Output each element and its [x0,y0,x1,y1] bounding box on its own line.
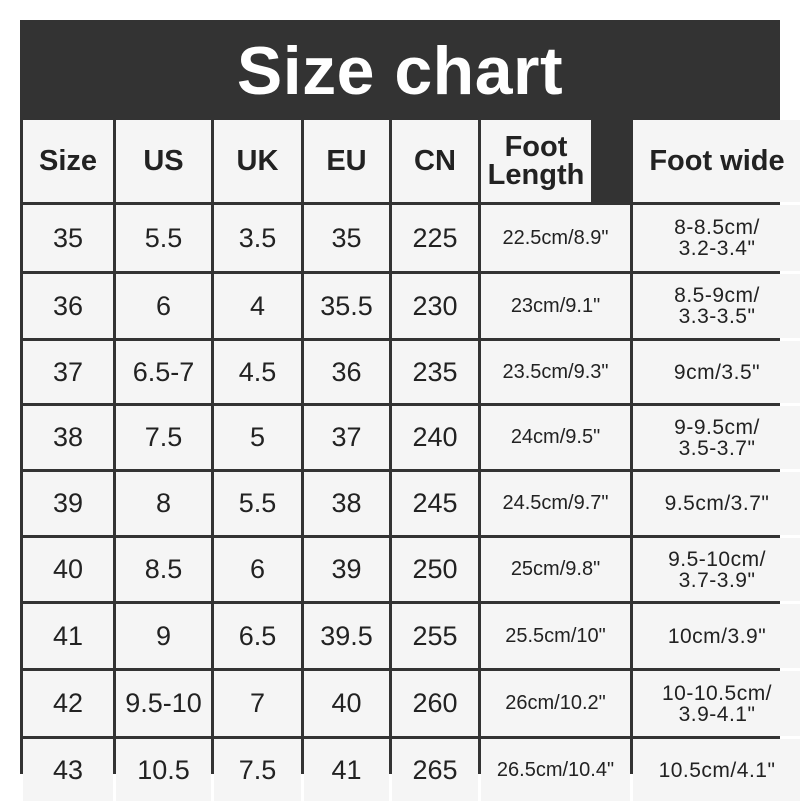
table-cell: 4 [214,274,301,338]
column-header: UK [214,120,301,202]
table-cell: 6 [116,274,211,338]
table-cell: 240 [392,406,478,469]
table-cell: 9.5cm/3.7" [633,472,800,535]
table-cell: 7.5 [214,739,301,801]
table-cell: 9 [116,604,211,668]
column-header: US [116,120,211,202]
table-cell: 260 [392,671,478,736]
page-title: Size chart [20,20,780,121]
table-cell: 38 [304,472,389,535]
table-cell: 10cm/3.9" [633,604,800,668]
table-cell: 235 [392,341,478,403]
table-cell: 22.5cm/8.9" [481,205,630,271]
column-header: CN [392,120,478,202]
table-cell: 7.5 [116,406,211,469]
table-cell: 37 [23,341,113,403]
table-cell: 38 [23,406,113,469]
table-cell: 26cm/10.2" [481,671,630,736]
table-cell: 3.5 [214,205,301,271]
table-cell: 7 [214,671,301,736]
table-cell: 8-8.5cm/ 3.2-3.4" [633,205,800,271]
table-cell: 35 [23,205,113,271]
table-cell: 23cm/9.1" [481,274,630,338]
table-cell: 5.5 [214,472,301,535]
table-cell: 25cm/9.8" [481,538,630,601]
table-cell: 8 [116,472,211,535]
table-cell: 245 [392,472,478,535]
table-cell: 36 [304,341,389,403]
table-cell: 39.5 [304,604,389,668]
table-cell: 6.5-7 [116,341,211,403]
table-cell: 6 [214,538,301,601]
table-cell: 9-9.5cm/ 3.5-3.7" [633,406,800,469]
table-cell: 265 [392,739,478,801]
table-cell: 39 [304,538,389,601]
table-cell: 250 [392,538,478,601]
table-cell: 255 [392,604,478,668]
table-cell: 9.5-10 [116,671,211,736]
table-cell: 5.5 [116,205,211,271]
table-cell: 41 [23,604,113,668]
table-cell: 230 [392,274,478,338]
table-cell: 10.5cm/4.1" [633,739,800,801]
table-cell: 35.5 [304,274,389,338]
table-cell: 10-10.5cm/ 3.9-4.1" [633,671,800,736]
table-cell: 24.5cm/9.7" [481,472,630,535]
table-cell: 35 [304,205,389,271]
table-cell: 6.5 [214,604,301,668]
table-cell: 8.5-9cm/ 3.3-3.5" [633,274,800,338]
table-cell: 9.5-10cm/ 3.7-3.9" [633,538,800,601]
table-cell: 10.5 [116,739,211,801]
column-header: Foot Length [481,120,591,202]
table-cell: 41 [304,739,389,801]
table-cell: 225 [392,205,478,271]
size-table: Size US UK EU CN Foot Length Foot wide 35 5.5 3.5… [20,120,800,801]
table-cell: 42 [23,671,113,736]
column-header: Foot wide [633,120,800,202]
table-cell: 5 [214,406,301,469]
table-cell: 36 [23,274,113,338]
table-cell: 9cm/3.5" [633,341,800,403]
table-cell: 39 [23,472,113,535]
table-cell: 26.5cm/10.4" [481,739,630,801]
table-cell: 8.5 [116,538,211,601]
table-cell: 37 [304,406,389,469]
table-cell: 25.5cm/10" [481,604,630,668]
table-cell: 40 [304,671,389,736]
table-cell: 43 [23,739,113,801]
table-cell: 23.5cm/9.3" [481,341,630,403]
column-header: Size [23,120,113,202]
column-header: EU [304,120,389,202]
table-cell: 4.5 [214,341,301,403]
table-cell: 24cm/9.5" [481,406,630,469]
table-cell: 40 [23,538,113,601]
